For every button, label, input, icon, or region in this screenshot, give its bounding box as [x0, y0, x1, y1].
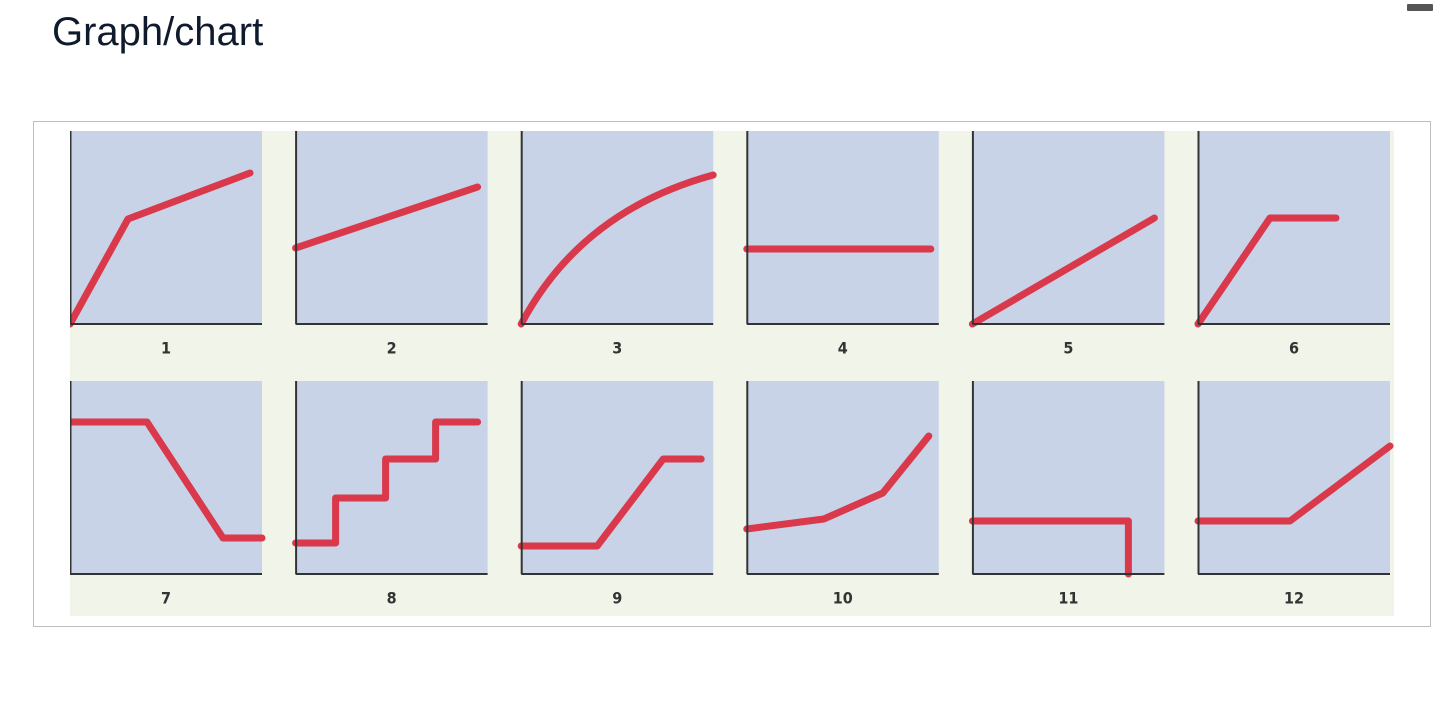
panel-label: 10	[833, 589, 853, 608]
graph-line-group	[968, 517, 1132, 578]
graph-line	[1194, 442, 1394, 525]
graph-line-group	[292, 183, 482, 252]
graph-line	[517, 171, 717, 328]
panel-label: 7	[161, 589, 171, 608]
panel-label: 4	[838, 339, 848, 358]
plot-area	[1198, 131, 1390, 324]
graph-line	[743, 432, 933, 533]
graph-line-group	[1194, 214, 1340, 328]
graph-line-group	[292, 418, 482, 547]
graph-grid: 1 2 3 4 5 67 8 9 10 11 12	[70, 131, 1394, 616]
graph-line	[968, 517, 1132, 578]
panel-label: 12	[1284, 589, 1304, 608]
graph-line-group	[517, 455, 705, 550]
panel-label: 6	[1289, 339, 1299, 358]
plot-area	[972, 381, 1165, 574]
graph-line	[968, 214, 1158, 328]
plot-area	[70, 381, 262, 574]
graph-line-group	[70, 418, 266, 542]
graph-line	[1194, 214, 1340, 328]
panel-label: 9	[612, 589, 622, 608]
graph-line-group	[968, 214, 1158, 328]
plot-area	[746, 381, 939, 574]
graph-line-group	[743, 432, 933, 533]
panel-label: 3	[612, 339, 622, 358]
graph-line-group	[517, 171, 717, 328]
plot-area	[1198, 381, 1390, 574]
plot-area	[295, 131, 488, 324]
page-title: Graph/chart	[52, 10, 264, 54]
graph-line	[70, 418, 266, 542]
panel-label: 5	[1063, 339, 1073, 358]
panel-label: 11	[1058, 589, 1078, 608]
graph-line	[292, 183, 482, 252]
graph-line	[517, 455, 705, 550]
panel-label: 8	[387, 589, 397, 608]
panel-label: 1	[161, 339, 171, 358]
panel-label: 2	[387, 339, 397, 358]
plot-area	[521, 131, 714, 324]
graph-line-group	[1194, 442, 1394, 525]
plot-area	[746, 131, 939, 324]
plot-area	[521, 381, 714, 574]
graph-line-group	[70, 169, 254, 328]
image-background	[70, 131, 1394, 616]
graph-line	[292, 418, 482, 547]
plot-area	[70, 131, 262, 324]
minimize-button[interactable]	[1407, 4, 1433, 11]
image-frame: 1 2 3 4 5 6 7 8 9 10 11 12	[33, 121, 1431, 627]
graph-line	[70, 169, 254, 328]
